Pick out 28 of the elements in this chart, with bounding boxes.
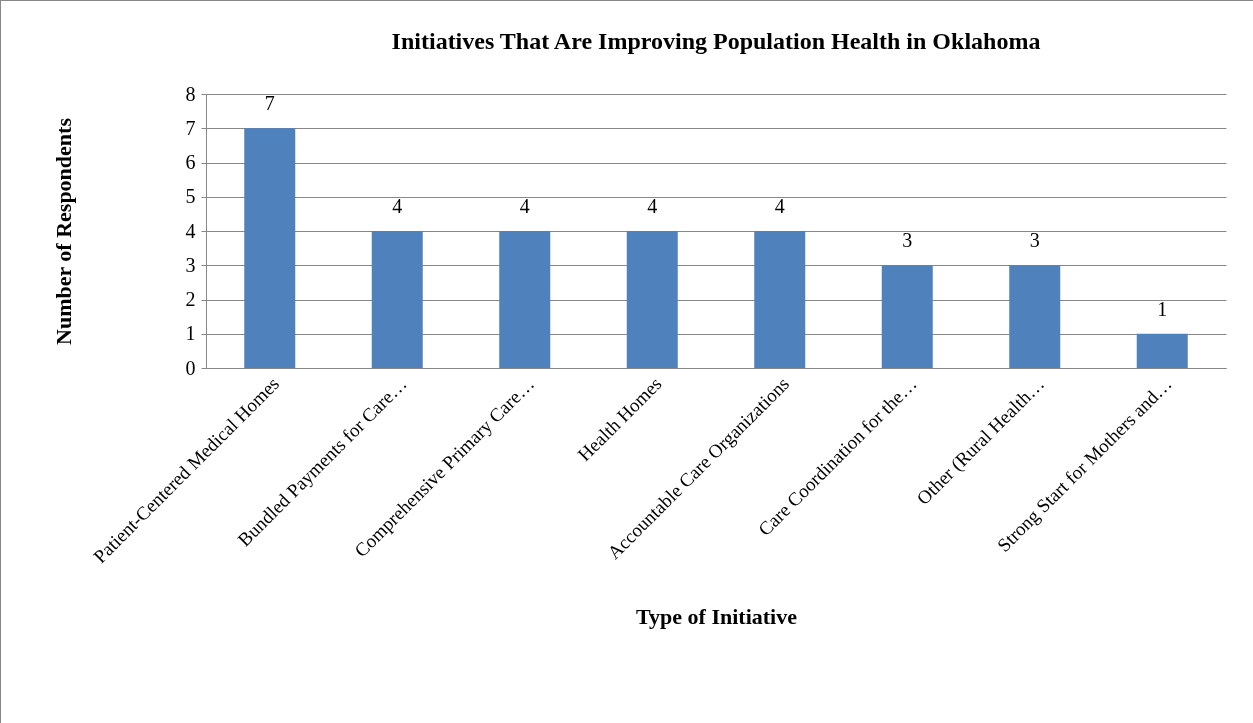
y-tick-label: 7 — [185, 116, 196, 139]
bar — [1136, 333, 1188, 368]
y-axis-title: Number of Respondents — [50, 117, 76, 345]
data-label: 4 — [392, 195, 403, 217]
bar — [499, 231, 551, 368]
bar — [754, 231, 806, 368]
data-label: 4 — [647, 195, 658, 217]
y-tick-label: 4 — [185, 219, 196, 242]
y-tick-label: 0 — [185, 356, 196, 379]
data-label: 4 — [774, 195, 785, 217]
data-label: 3 — [902, 229, 913, 252]
y-tick-label: 8 — [185, 82, 196, 105]
bar — [1009, 265, 1061, 368]
data-label: 7 — [264, 92, 275, 115]
bar — [626, 231, 678, 368]
y-tick-label: 6 — [185, 151, 196, 173]
bar — [371, 231, 423, 368]
data-label: 3 — [1029, 229, 1040, 252]
data-label: 4 — [519, 195, 530, 217]
y-tick-label: 1 — [185, 322, 196, 345]
y-tick-label: 2 — [185, 288, 196, 310]
chart-title: Initiatives That Are Improving Population Health in Oklahoma — [391, 28, 1041, 54]
y-tick-label: 5 — [185, 185, 196, 208]
data-label: 1 — [1157, 297, 1168, 320]
y-tick-label: 3 — [185, 253, 196, 276]
x-axis-title: Type of Initiative — [636, 604, 798, 630]
bar — [244, 128, 296, 368]
bar — [881, 265, 933, 368]
